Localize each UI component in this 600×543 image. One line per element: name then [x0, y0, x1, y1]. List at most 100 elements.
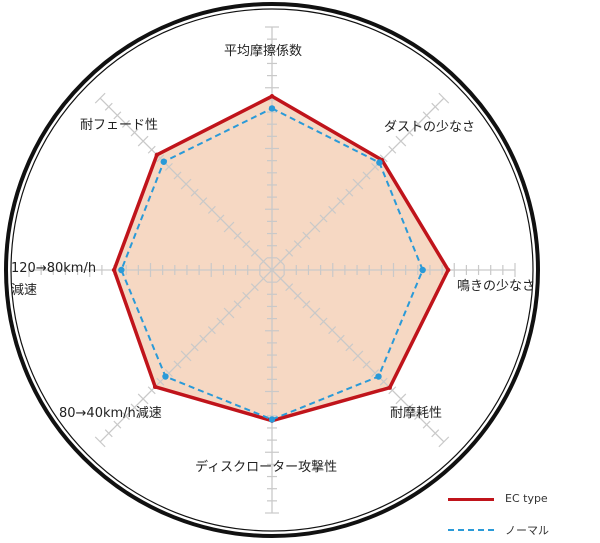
axis-tick — [302, 300, 311, 309]
axis-tick — [173, 171, 182, 180]
axis-tick — [250, 283, 259, 292]
axis-tick — [352, 178, 364, 190]
data-point-normal — [162, 373, 169, 380]
axis-tick — [113, 111, 122, 120]
axis-tick — [362, 171, 371, 180]
axis-tick — [395, 393, 407, 405]
axis-tick — [147, 386, 156, 395]
axis-tick — [113, 420, 122, 429]
axis-tick — [233, 300, 242, 309]
axis-tick — [431, 429, 440, 438]
axis-label-decel-120-80: 120→80km/h減速 — [11, 261, 97, 298]
inner-rim — [10, 8, 534, 532]
axis-label-wear: 耐摩耗性 — [390, 406, 443, 421]
axis-tick — [336, 334, 345, 343]
legend-label-ec-type: EC type — [505, 492, 548, 505]
axis-label-rotor-attack: ディスクローター攻撃性 — [195, 460, 338, 475]
axis-tick — [180, 178, 192, 190]
axis-tick — [302, 231, 311, 240]
axis-tick — [223, 221, 235, 233]
axis-tick — [319, 214, 328, 223]
data-point-normal — [118, 266, 125, 274]
data-point-ec-type — [269, 94, 275, 99]
axis-tick — [156, 377, 165, 386]
data-point-normal — [419, 266, 426, 274]
axis-tick — [259, 274, 268, 283]
data-point-normal — [375, 373, 382, 380]
series-line-normal — [120, 107, 424, 421]
axis-tick — [438, 92, 450, 104]
axis-tick — [130, 403, 139, 412]
axis-tick — [293, 291, 302, 300]
axis-tick — [104, 102, 113, 111]
axis-tick — [328, 326, 337, 335]
axis-tick — [309, 307, 321, 319]
axis-label-decel-80-40: 80→40km/h減速 — [59, 406, 162, 421]
axis-tick — [379, 377, 388, 386]
axis-tick — [422, 111, 431, 120]
axis-tick — [242, 291, 251, 300]
axis-tick — [371, 162, 380, 171]
axis-tick — [405, 128, 414, 137]
axis-tick — [242, 240, 251, 249]
axis-tick — [173, 360, 182, 369]
axis-tick — [345, 343, 354, 352]
axis-tick — [137, 135, 149, 147]
axis-tick — [137, 393, 149, 405]
axis-tick — [309, 221, 321, 233]
axis-tick — [207, 205, 216, 214]
axis-tick — [276, 257, 285, 266]
data-point-ec-type — [111, 267, 117, 273]
outer-rim — [4, 2, 540, 538]
axis-tick — [285, 283, 294, 292]
axis-tick — [405, 403, 414, 412]
axis-tick — [293, 240, 302, 249]
axis-tick — [216, 214, 225, 223]
axis-tick — [233, 231, 242, 240]
axis-tick — [276, 274, 285, 283]
axis-label-noise: 鳴きの少なさ — [457, 279, 536, 294]
axis-tick — [94, 436, 106, 448]
axis-tick — [431, 102, 440, 111]
axis-tick — [285, 248, 294, 257]
data-point-normal — [268, 105, 276, 112]
axis-tick — [190, 343, 199, 352]
axis-tick — [336, 197, 345, 206]
axis-tick — [156, 154, 165, 163]
axis-tick — [319, 317, 328, 326]
axis-tick — [199, 197, 208, 206]
axis-tick — [164, 369, 173, 378]
axis-tick — [395, 135, 407, 147]
axis-tick — [164, 162, 173, 171]
axis-tick — [94, 92, 106, 104]
axis-tick — [199, 334, 208, 343]
axis-tick — [438, 436, 450, 448]
data-point-ec-type — [445, 267, 451, 273]
legend-swatch-ec-type — [448, 498, 494, 501]
axis-tick — [259, 257, 268, 266]
axis-tick — [414, 119, 423, 128]
legend-swatch-normal — [448, 529, 494, 531]
axis-label-fade: 耐フェード性 — [80, 118, 159, 133]
legend-label-normal: ノーマル — [505, 524, 549, 537]
data-point-ec-type — [387, 385, 392, 390]
axis-tick — [207, 326, 216, 335]
axis-tick — [345, 188, 354, 197]
axis-tick — [121, 119, 130, 128]
axis-tick — [121, 412, 130, 421]
axis-label-friction: 平均摩擦係数 — [224, 44, 303, 59]
axis-tick — [250, 248, 259, 257]
axis-tick — [190, 188, 199, 197]
axis-tick — [388, 386, 397, 395]
axis-tick — [180, 350, 192, 362]
axis-tick — [422, 420, 431, 429]
data-point-ec-type — [152, 384, 158, 390]
axis-tick — [130, 128, 139, 137]
axis-tick — [388, 145, 397, 154]
axis-tick — [223, 307, 235, 319]
axis-tick — [352, 350, 364, 362]
data-point-normal — [376, 159, 383, 166]
axis-tick — [147, 145, 156, 154]
axis-tick — [379, 154, 388, 163]
